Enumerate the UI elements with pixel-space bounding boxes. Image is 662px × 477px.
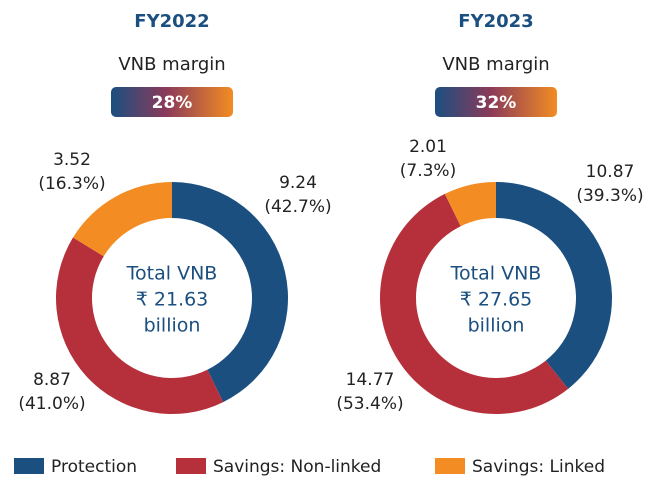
chart-title: FY2023 [458,11,533,32]
value-label: 10.87 [586,162,635,182]
value-label: 2.01 [409,137,447,157]
center-text: ₹ 21.63 [136,289,209,311]
percent-label: (7.3%) [400,161,456,181]
badge-text: 28% [152,93,193,113]
donut-slice [444,182,496,227]
value-label: 14.77 [346,370,395,390]
percent-label: (39.3%) [576,186,643,206]
value-label: 8.87 [33,370,71,390]
subtitle: VNB margin [442,54,549,75]
legend-swatch [14,458,44,474]
subtitle: VNB margin [118,54,225,75]
donut-slice [55,237,224,414]
legend-swatch [176,458,206,474]
percent-label: (42.7%) [264,197,331,217]
chart-title: FY2022 [134,11,209,32]
center-text: ₹ 27.65 [460,289,533,311]
donut-slice [380,193,569,414]
value-label: 3.52 [53,150,91,170]
badge [111,87,233,117]
percent-label: (16.3%) [38,174,105,194]
center-text: billion [468,315,525,337]
badge-text: 32% [476,93,517,113]
value-label: 9.24 [279,173,317,193]
center-text: billion [144,315,201,337]
badge [435,87,557,117]
center-text: Total VNB [450,263,542,285]
percent-label: (41.0%) [18,394,85,414]
donut-slice [73,182,172,257]
legend-swatch [435,458,465,474]
percent-label: (53.4%) [336,394,403,414]
center-text: Total VNB [126,263,218,285]
donut-slice [172,182,288,403]
donut-slice [496,182,612,389]
legend-label: Savings: Non-linked [213,457,381,477]
legend-label: Protection [51,457,137,477]
legend-label: Savings: Linked [472,457,605,477]
